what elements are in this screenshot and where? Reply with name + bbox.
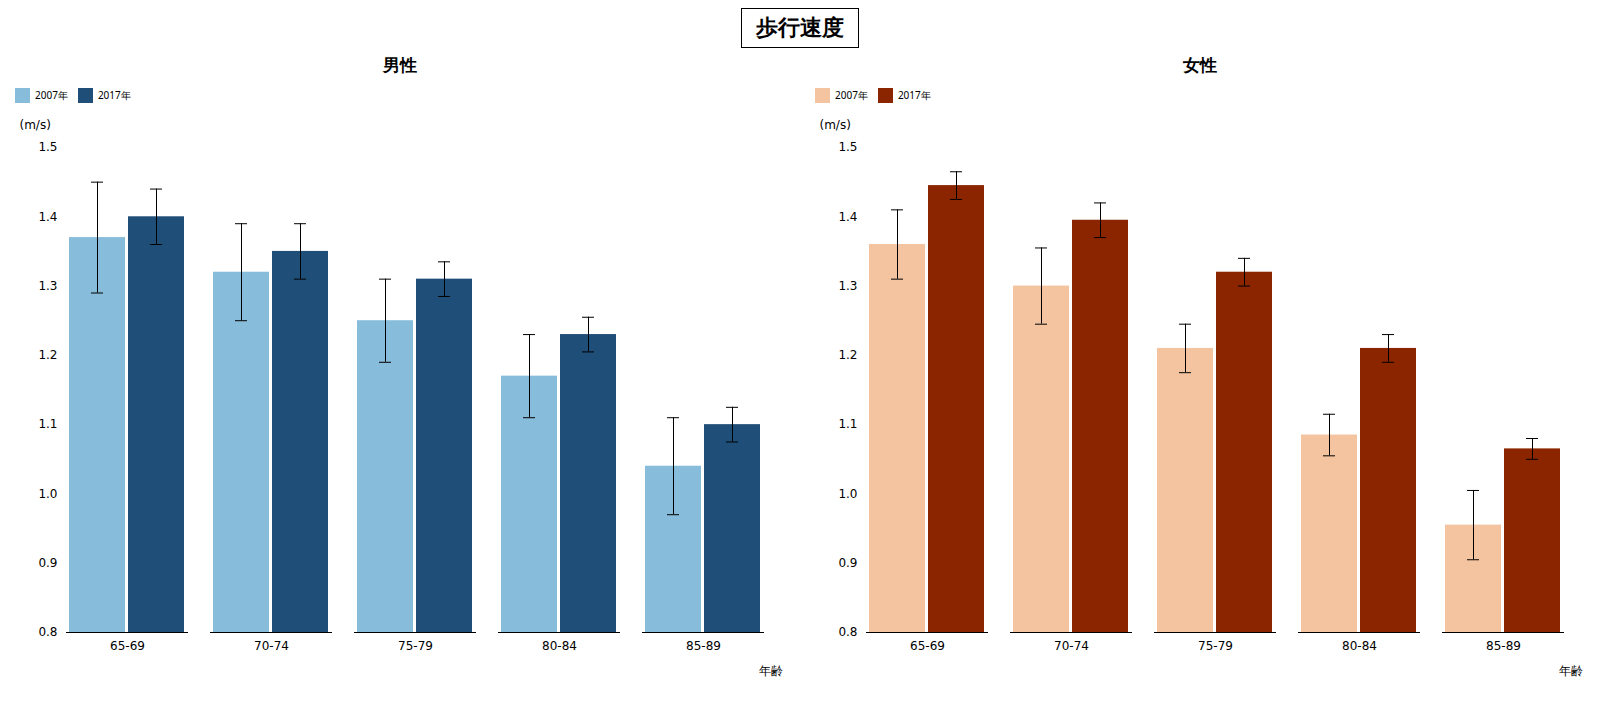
svg-text:1.2: 1.2: [38, 348, 57, 362]
svg-text:65-69: 65-69: [110, 639, 145, 653]
svg-text:70-74: 70-74: [254, 639, 289, 653]
svg-text:1.2: 1.2: [838, 348, 857, 362]
html-text:男性: 男性: [383, 55, 417, 75]
svg-text:(m/s): (m/s): [20, 118, 51, 132]
html-text:2007年: 2007年: [835, 88, 868, 102]
svg-text:0.9: 0.9: [838, 556, 857, 570]
svg-text:75-79: 75-79: [398, 639, 433, 653]
svg-text:1.1: 1.1: [838, 417, 857, 431]
svg-text:80-84: 80-84: [542, 639, 577, 653]
svg-text:85-89: 85-89: [1486, 639, 1521, 653]
svg-text:1.5: 1.5: [38, 140, 57, 154]
html-text:2017年: 2017年: [897, 88, 931, 102]
svg-text:0.8: 0.8: [838, 625, 857, 639]
svg-text:年齢: 年齢: [1559, 664, 1583, 678]
svg-text:1.0: 1.0: [38, 487, 57, 501]
svg-text:1.1: 1.1: [38, 417, 57, 431]
svg-text:(m/s): (m/s): [820, 118, 851, 132]
svg-text:1.4: 1.4: [838, 210, 857, 224]
svg-text:70-74: 70-74: [1054, 639, 1089, 653]
svg-text:1.5: 1.5: [838, 140, 857, 154]
svg-text:1.0: 1.0: [838, 487, 857, 501]
svg-text:1.3: 1.3: [838, 279, 857, 293]
svg-text:0.8: 0.8: [38, 625, 57, 639]
svg-text:80-84: 80-84: [1342, 639, 1377, 653]
svg-text:0.9: 0.9: [38, 556, 57, 570]
html-text:歩行速度: 歩行速度: [756, 15, 844, 40]
svg-text:75-79: 75-79: [1198, 639, 1233, 653]
svg-text:85-89: 85-89: [686, 639, 721, 653]
html-text:2017年: 2017年: [97, 88, 131, 102]
html-text:女性: 女性: [1183, 55, 1217, 75]
svg-text:年齢: 年齢: [759, 664, 783, 678]
html-text:2007年: 2007年: [35, 88, 68, 102]
svg-text:1.4: 1.4: [38, 210, 57, 224]
svg-text:65-69: 65-69: [910, 639, 945, 653]
svg-text:1.3: 1.3: [38, 279, 57, 293]
